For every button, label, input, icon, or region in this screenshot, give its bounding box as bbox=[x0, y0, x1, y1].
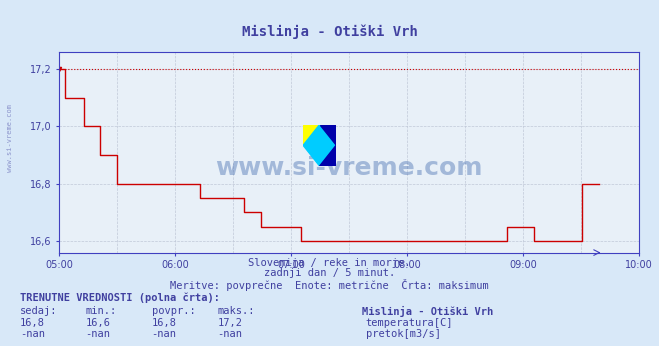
Text: TRENUTNE VREDNOSTI (polna črta):: TRENUTNE VREDNOSTI (polna črta): bbox=[20, 292, 219, 303]
Text: www.si-vreme.com: www.si-vreme.com bbox=[7, 104, 13, 172]
Polygon shape bbox=[320, 125, 336, 145]
Text: min.:: min.: bbox=[86, 306, 117, 316]
Text: Mislinja - Otiški Vrh: Mislinja - Otiški Vrh bbox=[242, 24, 417, 39]
Text: zadnji dan / 5 minut.: zadnji dan / 5 minut. bbox=[264, 268, 395, 278]
Text: 16,6: 16,6 bbox=[86, 318, 111, 328]
Polygon shape bbox=[303, 125, 320, 145]
Polygon shape bbox=[303, 125, 336, 166]
Text: maks.:: maks.: bbox=[217, 306, 255, 316]
Text: temperatura[C]: temperatura[C] bbox=[366, 318, 453, 328]
Text: 16,8: 16,8 bbox=[20, 318, 45, 328]
Text: Slovenija / reke in morje.: Slovenija / reke in morje. bbox=[248, 258, 411, 268]
Text: Mislinja - Otiški Vrh: Mislinja - Otiški Vrh bbox=[362, 306, 494, 317]
Text: -nan: -nan bbox=[86, 329, 111, 339]
Text: -nan: -nan bbox=[152, 329, 177, 339]
Polygon shape bbox=[320, 145, 336, 166]
Text: 17,2: 17,2 bbox=[217, 318, 243, 328]
Text: -nan: -nan bbox=[20, 329, 45, 339]
Text: pretok[m3/s]: pretok[m3/s] bbox=[366, 329, 441, 339]
Text: 16,8: 16,8 bbox=[152, 318, 177, 328]
Text: sedaj:: sedaj: bbox=[20, 306, 57, 316]
Text: -nan: -nan bbox=[217, 329, 243, 339]
Text: Meritve: povprečne  Enote: metrične  Črta: maksimum: Meritve: povprečne Enote: metrične Črta:… bbox=[170, 279, 489, 291]
Text: povpr.:: povpr.: bbox=[152, 306, 195, 316]
Text: www.si-vreme.com: www.si-vreme.com bbox=[215, 156, 483, 180]
